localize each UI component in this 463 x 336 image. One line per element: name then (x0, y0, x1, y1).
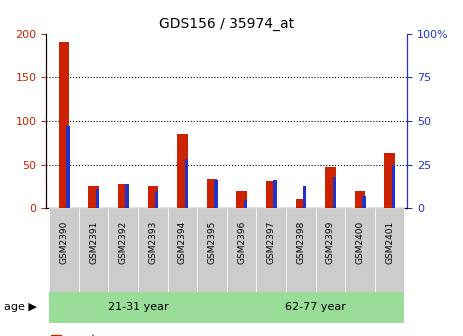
Text: age ▶: age ▶ (4, 302, 37, 312)
Bar (257, 208, 286, 292)
Text: 62-77 year: 62-77 year (285, 302, 346, 312)
Bar (325, 167, 336, 208)
Legend: count, percentile rank within the sample: count, percentile rank within the sample (51, 334, 234, 336)
Bar (118, 184, 128, 208)
Bar (296, 199, 306, 208)
Bar (197, 208, 227, 292)
Bar (266, 181, 276, 208)
Bar (227, 208, 257, 292)
Text: GSM2397: GSM2397 (267, 221, 276, 264)
Bar (155, 191, 158, 208)
Bar (96, 189, 99, 208)
Bar (79, 208, 108, 292)
Text: GSM2398: GSM2398 (296, 221, 306, 264)
Bar (227, 292, 405, 323)
Title: GDS156 / 35974_at: GDS156 / 35974_at (159, 17, 294, 31)
Text: 21-31 year: 21-31 year (108, 302, 169, 312)
Bar (49, 208, 79, 292)
Bar (362, 196, 366, 208)
Bar (273, 180, 277, 208)
Text: GSM2399: GSM2399 (326, 221, 335, 264)
Bar (303, 185, 307, 208)
Text: GSM2395: GSM2395 (207, 221, 217, 264)
Bar (286, 208, 316, 292)
Text: GSM2390: GSM2390 (60, 221, 69, 264)
Text: GSM2396: GSM2396 (237, 221, 246, 264)
Bar (88, 185, 99, 208)
Bar (108, 208, 138, 292)
Bar (177, 134, 188, 208)
Bar (185, 159, 188, 208)
Bar (332, 177, 336, 208)
Bar (49, 292, 227, 323)
Bar (148, 186, 158, 208)
Text: GSM2400: GSM2400 (356, 221, 364, 264)
Bar (125, 184, 129, 208)
Bar (207, 179, 217, 208)
Text: GSM2391: GSM2391 (89, 221, 98, 264)
Bar (392, 165, 395, 208)
Bar (384, 153, 395, 208)
Bar (237, 191, 247, 208)
Bar (66, 126, 70, 208)
Bar (244, 200, 247, 208)
Bar (375, 208, 405, 292)
Bar (59, 42, 69, 208)
Bar (168, 208, 197, 292)
Text: GSM2392: GSM2392 (119, 221, 128, 264)
Bar (345, 208, 375, 292)
Bar (138, 208, 168, 292)
Text: GSM2401: GSM2401 (385, 221, 394, 264)
Text: GSM2393: GSM2393 (148, 221, 157, 264)
Bar (355, 191, 365, 208)
Bar (316, 208, 345, 292)
Bar (214, 180, 218, 208)
Text: GSM2394: GSM2394 (178, 221, 187, 264)
